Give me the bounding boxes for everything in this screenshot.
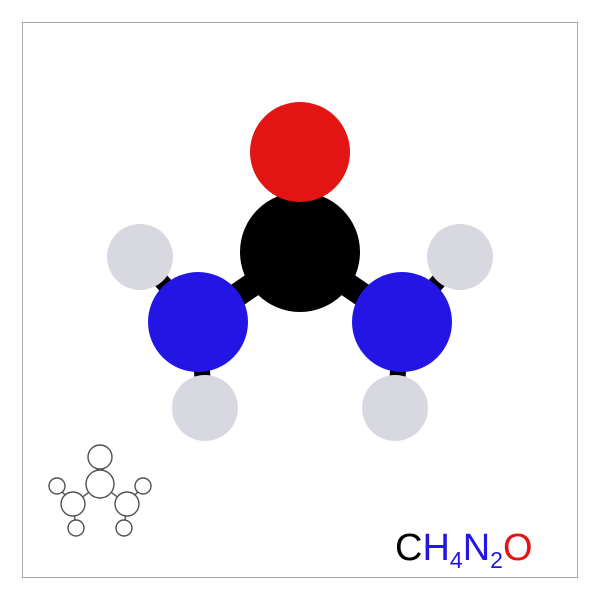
thumb-atom-h1 <box>49 478 65 494</box>
canvas: CH4N2O <box>0 0 600 600</box>
thumb-atom-h4 <box>135 478 151 494</box>
thumb-atom-h3 <box>116 520 132 536</box>
formula-part: C <box>395 527 422 569</box>
thumb-atom-c <box>86 470 114 498</box>
thumb-atom-n1 <box>61 492 85 516</box>
thumb-atom-o <box>88 445 112 469</box>
formula-part: N <box>463 527 490 569</box>
formula-part: 4 <box>450 547 463 573</box>
molecule-thumbnail-outline <box>0 0 600 600</box>
formula-part: 2 <box>490 547 503 573</box>
formula-part: H <box>422 527 449 569</box>
thumb-atom-n2 <box>115 492 139 516</box>
thumb-atom-h2 <box>68 520 84 536</box>
formula-part: O <box>503 527 533 569</box>
chemical-formula: CH4N2O <box>395 527 533 570</box>
